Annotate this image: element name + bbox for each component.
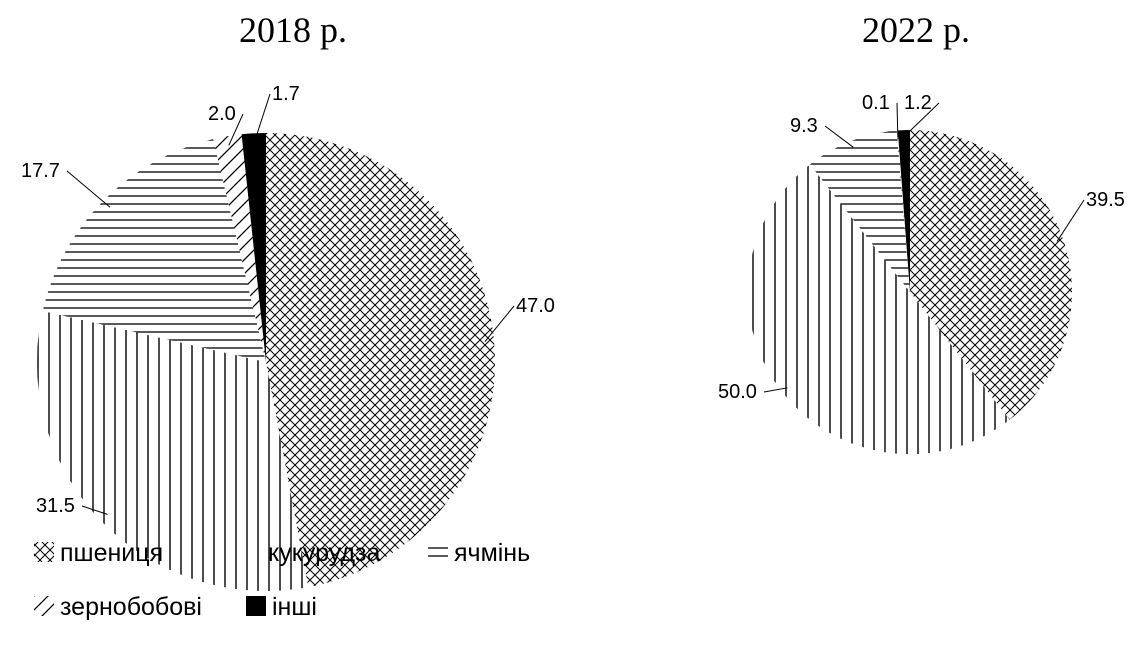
pie-2022: 39.5 50.0 9.3 0.1 1.2 xyxy=(718,92,1125,455)
legend-swatch-wheat xyxy=(34,542,54,562)
leader-line-barley xyxy=(824,125,854,148)
pie-slice-corn xyxy=(747,164,1010,455)
legend-label-legumes: зернобобові xyxy=(60,593,202,621)
data-label-wheat: 47.0 xyxy=(516,295,555,317)
leader-line-corn xyxy=(763,387,788,393)
data-label-legumes: 2.0 xyxy=(208,103,236,125)
data-label-wheat: 39.5 xyxy=(1086,189,1125,211)
data-label-other: 1.7 xyxy=(272,83,300,105)
data-label-legumes: 0.1 xyxy=(862,92,890,114)
pie-slice-legumes xyxy=(896,130,910,292)
data-label-corn: 50.0 xyxy=(718,381,757,403)
pie-2018: 47.0 31.5 17.7 2.0 1.7 xyxy=(21,83,555,592)
leader-line-other xyxy=(253,93,271,143)
pie-slice-wheat xyxy=(266,133,496,588)
pie-slice-other xyxy=(241,133,266,362)
pie-slice-barley xyxy=(42,139,267,362)
legend-label-other: інші xyxy=(272,593,317,621)
pie-slice-barley xyxy=(809,130,910,292)
leader-line-corn xyxy=(81,505,108,515)
leader-line-wheat xyxy=(1056,199,1085,242)
leader-line-other xyxy=(903,102,940,137)
legend-swatch-legumes xyxy=(34,596,54,616)
legend-swatch-corn xyxy=(242,542,262,562)
legend-label-wheat: пшениця xyxy=(60,539,163,567)
leader-line-barley xyxy=(66,170,111,208)
chart-title-2018: 2018 р. xyxy=(239,10,347,50)
leader-line-wheat xyxy=(484,305,515,342)
pie-slice-legumes xyxy=(213,134,266,362)
data-label-other: 1.2 xyxy=(904,92,932,114)
pie-slice-corn xyxy=(36,310,309,592)
data-label-corn: 31.5 xyxy=(36,495,75,517)
leader-line-legumes xyxy=(228,113,244,146)
legend-label-corn: кукурудза xyxy=(268,539,380,567)
leader-line-legumes xyxy=(896,102,899,137)
pie-slice-other xyxy=(897,130,910,292)
legend: пшениця кукурудза ячмінь зернобобові інші xyxy=(34,539,530,621)
legend-swatch-other xyxy=(246,596,266,616)
legend-swatch-barley xyxy=(428,542,448,562)
data-label-barley: 17.7 xyxy=(21,160,60,182)
pie-slice-wheat xyxy=(910,130,1073,420)
data-label-barley: 9.3 xyxy=(790,115,818,137)
legend-label-barley: ячмінь xyxy=(454,539,530,567)
chart-title-2022: 2022 р. xyxy=(862,10,970,50)
